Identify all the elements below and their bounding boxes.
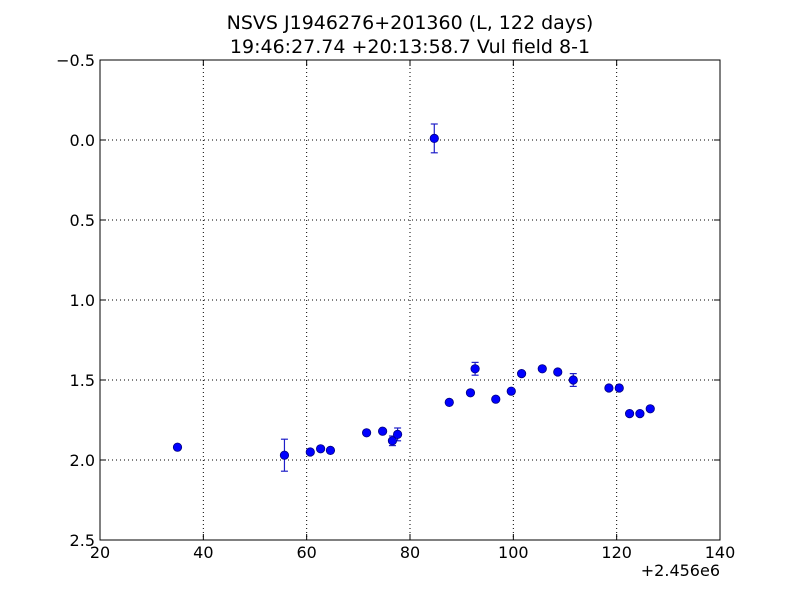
x-tick-label: 80 bbox=[400, 543, 420, 562]
chart-subtitle: 19:46:27.74 +20:13:58.7 Vul field 8-1 bbox=[230, 36, 590, 58]
x-tick-label: 60 bbox=[296, 543, 316, 562]
data-point bbox=[624, 408, 635, 419]
data-points bbox=[172, 133, 655, 460]
y-tick-label: 2.0 bbox=[70, 451, 95, 470]
data-point bbox=[614, 383, 624, 393]
data-point bbox=[429, 133, 439, 143]
data-point bbox=[316, 444, 326, 454]
x-tick-label: 40 bbox=[193, 543, 213, 562]
data-point bbox=[604, 383, 614, 393]
data-point bbox=[465, 388, 476, 398]
data-point bbox=[172, 442, 183, 452]
chart-title: NSVS J1946276+201360 (L, 122 days) bbox=[227, 12, 594, 34]
y-tick-label: 2.5 bbox=[70, 531, 95, 550]
data-point bbox=[537, 364, 547, 374]
y-tick-label: −0.5 bbox=[56, 51, 95, 70]
data-point bbox=[516, 368, 527, 379]
data-point bbox=[645, 404, 655, 414]
y-tick-label: 1.0 bbox=[70, 291, 95, 310]
x-tick-labels: 20 40 60 80 100 120 140 bbox=[90, 543, 735, 562]
y-tick-label: 1.5 bbox=[70, 371, 95, 390]
data-point bbox=[361, 428, 372, 438]
plot-frame bbox=[99, 59, 721, 541]
data-point bbox=[506, 386, 516, 396]
x-tick-label: 100 bbox=[498, 543, 529, 562]
y-tick-label: 0.5 bbox=[70, 211, 95, 230]
data-point bbox=[378, 426, 388, 436]
data-point bbox=[387, 436, 398, 446]
data-point bbox=[279, 450, 290, 460]
data-point bbox=[305, 447, 315, 457]
y-tick-labels: −0.5 0.0 0.5 1.0 1.5 2.0 2.5 bbox=[56, 51, 95, 550]
data-point bbox=[635, 408, 645, 419]
data-point bbox=[553, 367, 563, 377]
grid bbox=[100, 60, 720, 540]
data-point bbox=[444, 397, 454, 407]
x-tick-label: 20 bbox=[90, 543, 110, 562]
data-point bbox=[491, 394, 501, 404]
x-tick-label: 140 bbox=[705, 543, 736, 562]
x-tick-label: 120 bbox=[601, 543, 632, 562]
x-axis-offset-label: +2.456e6 bbox=[641, 561, 720, 580]
data-point bbox=[470, 364, 480, 374]
data-point bbox=[325, 445, 336, 455]
y-tick-label: 0.0 bbox=[70, 131, 95, 150]
data-point bbox=[392, 429, 403, 439]
data-point bbox=[568, 375, 578, 385]
